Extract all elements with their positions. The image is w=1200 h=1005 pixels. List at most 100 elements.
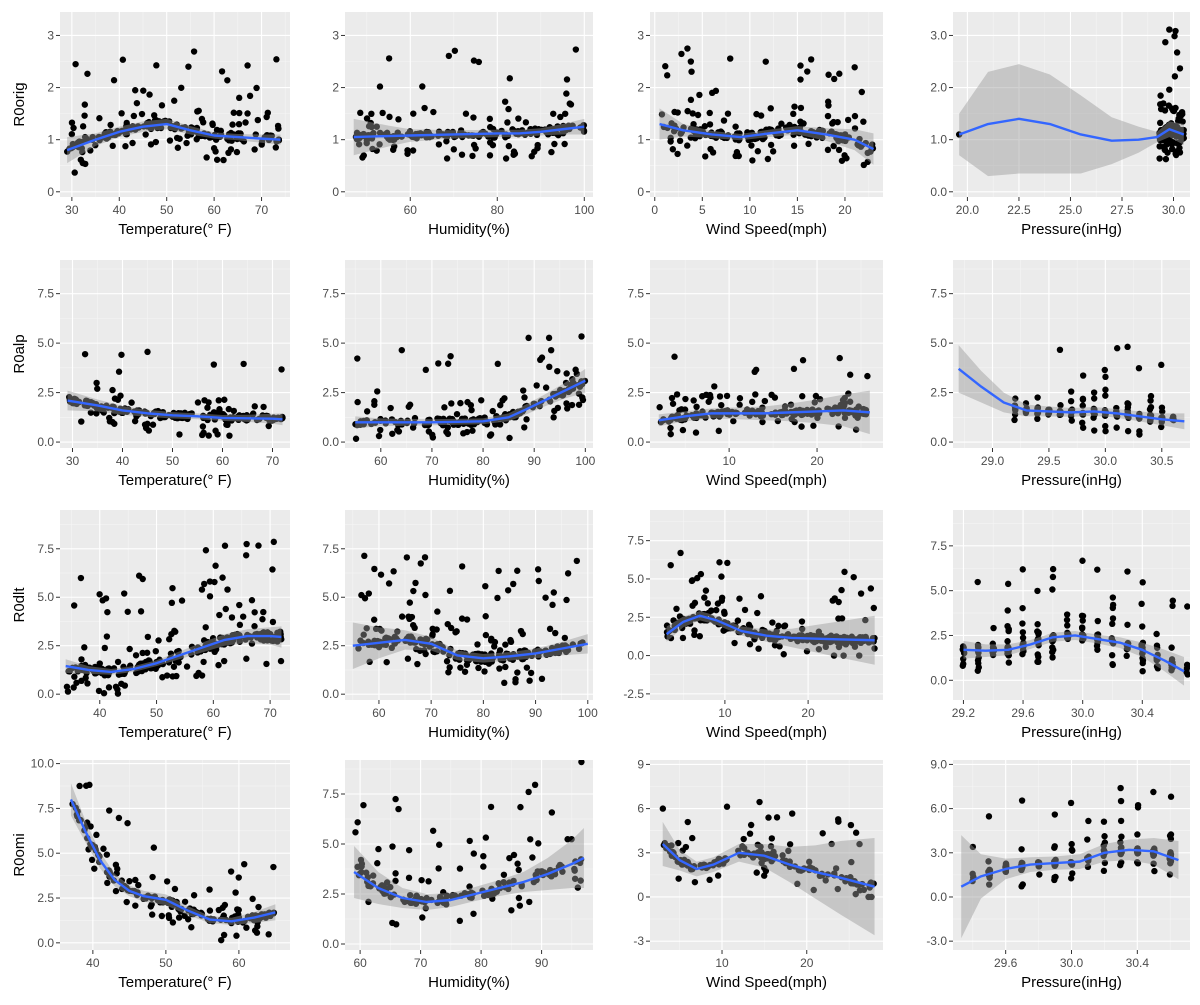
data-point (166, 137, 174, 144)
data-point (494, 360, 501, 368)
data-point (429, 434, 437, 441)
data-point (525, 334, 532, 342)
x-tick-label: 10 (718, 706, 732, 720)
data-point (394, 129, 401, 136)
data-point (115, 814, 123, 822)
data-point (1118, 833, 1125, 840)
data-point (790, 131, 797, 138)
smooth-line (66, 122, 281, 152)
data-point (193, 136, 200, 143)
data-point (1011, 416, 1018, 424)
data-point (502, 663, 509, 671)
data-point (682, 395, 689, 403)
data-point (718, 401, 725, 409)
data-point (466, 837, 473, 845)
data-point (486, 152, 494, 159)
data-point (221, 396, 228, 403)
data-point (487, 803, 495, 811)
data-point (712, 87, 720, 95)
data-point (235, 94, 243, 102)
data-point (546, 625, 554, 633)
data-point (474, 641, 481, 648)
x-tick-label: 29.2 (952, 706, 976, 720)
data-point (389, 430, 396, 437)
data-point (715, 427, 722, 435)
data-point (470, 850, 477, 857)
data-point (711, 383, 718, 390)
data-point (77, 156, 85, 163)
data-point (204, 416, 211, 424)
data-point (684, 107, 691, 115)
data-point (228, 614, 236, 621)
x-tick-label: 60 (372, 706, 386, 720)
data-point (688, 68, 695, 75)
data-point (496, 647, 504, 654)
data-point (123, 898, 130, 906)
data-point (270, 538, 278, 546)
data-point (443, 155, 451, 162)
data-point (824, 112, 832, 120)
data-point (1019, 604, 1026, 612)
x-tick-label: 20.0 (956, 203, 980, 217)
data-point (834, 816, 842, 823)
y-tick-label: 2.5 (322, 639, 339, 653)
data-point (689, 110, 696, 117)
x-tick-label: 80 (476, 454, 490, 468)
data-point (461, 668, 469, 675)
x-tick-label: 29.6 (1011, 706, 1035, 720)
data-point (425, 878, 432, 885)
data-point (1166, 132, 1173, 139)
y-tick-label: 2 (47, 81, 54, 95)
data-point (523, 664, 531, 671)
data-point (171, 885, 179, 893)
data-point (511, 150, 519, 157)
data-point (563, 370, 570, 377)
x-tick-label: 27.5 (1110, 203, 1134, 217)
data-point (679, 634, 687, 642)
data-point (535, 577, 542, 585)
data-point (759, 135, 767, 143)
data-point (101, 644, 108, 652)
data-point (178, 597, 186, 604)
data-point (390, 146, 397, 153)
data-point (835, 615, 842, 622)
data-point (412, 579, 419, 587)
data-point (733, 130, 741, 137)
data-point (1019, 566, 1026, 573)
data-point (1184, 603, 1190, 610)
data-point (1078, 624, 1086, 631)
data-point (748, 142, 755, 149)
data-point (847, 821, 855, 829)
data-point (216, 611, 223, 619)
data-point (1153, 630, 1160, 638)
x-tick-label: 70 (425, 454, 439, 468)
data-point (389, 843, 396, 850)
data-point (252, 131, 259, 138)
data-point (458, 563, 466, 570)
data-point (504, 587, 512, 594)
data-point (741, 606, 749, 614)
data-point (1018, 797, 1026, 804)
data-point (220, 156, 227, 164)
data-point (93, 831, 100, 839)
y-tick-label: 5.0 (322, 336, 339, 350)
data-point (104, 879, 111, 887)
data-point (210, 361, 218, 368)
data-point (190, 892, 198, 899)
data-point (486, 139, 494, 146)
data-point (1079, 557, 1086, 564)
data-point (263, 660, 270, 668)
data-point (489, 407, 496, 415)
data-point (480, 863, 487, 870)
data-point (1157, 92, 1164, 99)
data-point (1109, 594, 1117, 601)
x-axis-title: Humidity(%) (428, 221, 510, 238)
data-point (81, 101, 89, 108)
data-point (395, 805, 402, 813)
data-point (708, 607, 715, 614)
data-point (550, 589, 557, 596)
data-point (387, 404, 394, 412)
data-point (148, 911, 156, 918)
data-point (690, 397, 697, 404)
data-point (1160, 100, 1167, 107)
